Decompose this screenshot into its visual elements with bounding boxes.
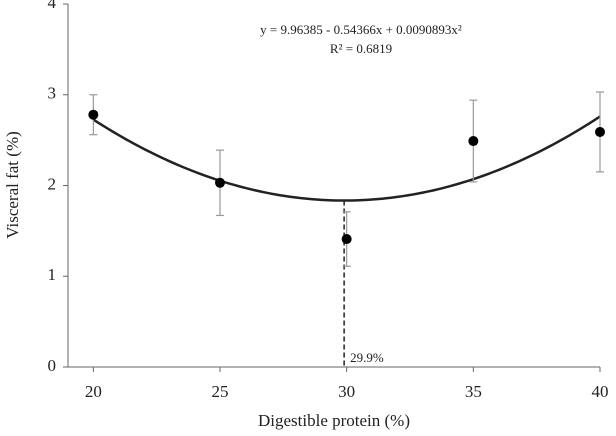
x-tick-label: 35 [465, 382, 482, 401]
y-tick-label: 4 [48, 0, 57, 12]
fit-curve [92, 115, 601, 202]
x-tick-label: 40 [592, 382, 609, 401]
data-point [341, 234, 352, 245]
r-squared: R² = 0.6819 [330, 41, 392, 56]
x-axis-label: Digestible protein (%) [258, 411, 410, 430]
y-axis-label: Visceral fat (%) [3, 131, 22, 239]
x-tick-label: 20 [85, 382, 102, 401]
y-tick-label: 3 [48, 84, 57, 103]
x-tick-label: 25 [212, 382, 229, 401]
x-tick-label: 30 [338, 382, 355, 401]
data-point [215, 177, 225, 188]
y-tick-label: 2 [48, 174, 57, 193]
data-point [468, 136, 479, 147]
fit-equation: y = 9.96385 - 0.54366x + 0.0090893x² [260, 22, 462, 37]
data-point [88, 109, 99, 120]
data-point [595, 126, 605, 137]
y-tick-label: 1 [48, 265, 57, 284]
y-tick-label: 0 [48, 356, 57, 375]
optimum-label: 29.9% [350, 350, 384, 365]
